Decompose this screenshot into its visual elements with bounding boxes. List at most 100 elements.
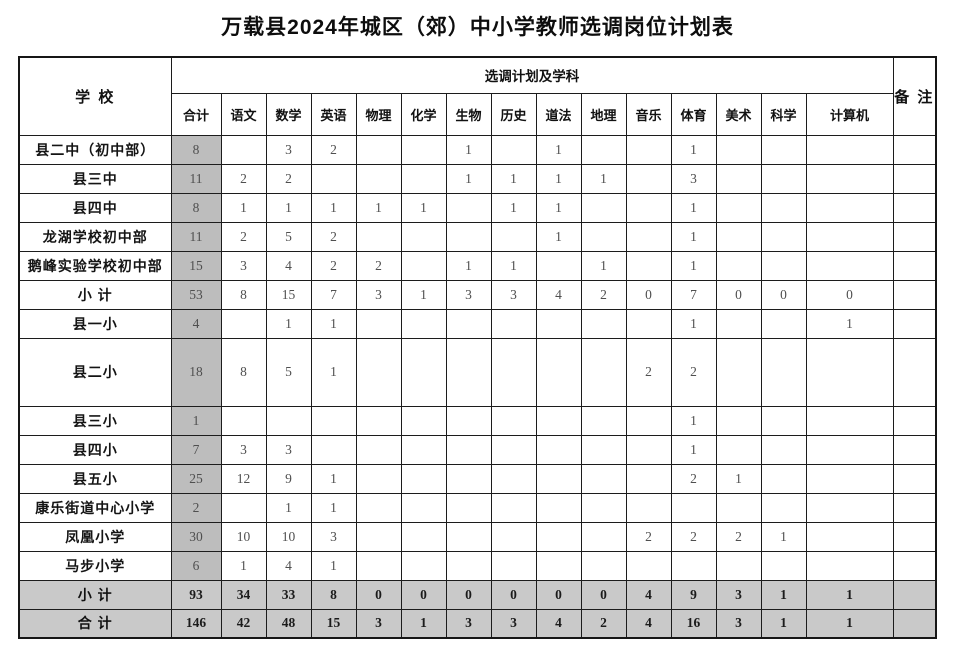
subject-count-cell (355, 163, 402, 194)
table-row: 县四小 7 3 3 1 (18, 434, 937, 465)
table-row: 县一小 4 1 1 1 1 (18, 308, 937, 339)
subject-count-cell (805, 221, 894, 252)
col-header-subject: 物理 (355, 92, 402, 136)
subject-count-cell: 15 (310, 608, 357, 639)
total-count-cell: 93 (170, 579, 222, 610)
subject-count-cell: 0 (490, 579, 537, 610)
remark-cell (892, 521, 937, 552)
subject-count-cell (400, 550, 447, 581)
subject-count-cell (400, 163, 447, 194)
subject-count-cell (445, 492, 492, 523)
subject-count-cell: 1 (580, 250, 627, 281)
table-row: 龙湖学校初中部 11 2 5 2 1 1 (18, 221, 937, 252)
page-title: 万载县2024年城区（郊）中小学教师选调岗位计划表 (221, 16, 734, 39)
subject-count-cell (535, 308, 582, 339)
table-row: 合 计 146 42 48 15 3 1 3 3 4 2 4 16 3 1 1 (18, 608, 937, 639)
subject-count-cell (535, 550, 582, 581)
subject-count-cell (445, 192, 492, 223)
subject-count-cell (625, 550, 672, 581)
subject-count-cell (760, 134, 807, 165)
col-header-subject: 化学 (400, 92, 447, 136)
remark-cell (892, 405, 937, 436)
subject-count-cell (805, 192, 894, 223)
school-name-cell: 县二小 (18, 337, 172, 407)
subject-count-cell: 4 (535, 608, 582, 639)
subject-count-cell (355, 492, 402, 523)
subject-count-cell (715, 550, 762, 581)
school-name-cell: 凤凰小学 (18, 521, 172, 552)
subject-count-cell: 0 (805, 279, 894, 310)
subject-count-cell: 0 (400, 579, 447, 610)
subject-count-cell: 2 (355, 250, 402, 281)
subject-count-cell: 3 (445, 279, 492, 310)
subject-count-cell (805, 492, 894, 523)
subject-count-cell (715, 405, 762, 436)
subject-count-cell (400, 492, 447, 523)
subject-count-cell: 1 (760, 579, 807, 610)
subject-count-cell: 1 (670, 308, 717, 339)
remark-cell (892, 550, 937, 581)
subject-count-cell (715, 192, 762, 223)
subject-count-cell (355, 134, 402, 165)
table-row: 县二中（初中部） 8 3 2 1 1 1 (18, 134, 937, 165)
subject-count-cell (805, 550, 894, 581)
subject-count-cell: 3 (490, 608, 537, 639)
remark-cell (892, 192, 937, 223)
subject-count-cell: 1 (400, 192, 447, 223)
total-count-cell: 30 (170, 521, 222, 552)
subject-count-cell: 5 (265, 221, 312, 252)
remark-cell (892, 579, 937, 610)
subject-count-cell (625, 405, 672, 436)
total-count-cell: 18 (170, 337, 222, 407)
subject-count-cell (445, 463, 492, 494)
subject-count-cell (490, 550, 537, 581)
total-count-cell: 4 (170, 308, 222, 339)
subject-count-cell: 7 (670, 279, 717, 310)
subject-count-cell (355, 337, 402, 407)
subject-count-cell: 3 (265, 134, 312, 165)
subject-count-cell: 8 (220, 279, 267, 310)
subject-count-cell: 1 (805, 579, 894, 610)
subject-count-cell (760, 434, 807, 465)
subject-count-cell: 9 (265, 463, 312, 494)
subject-count-cell (535, 521, 582, 552)
table-row: 小 计 53 8 15 7 3 1 3 3 4 2 0 7 0 0 0 (18, 279, 937, 310)
subject-count-cell (490, 337, 537, 407)
subject-count-cell (310, 434, 357, 465)
subject-count-cell (625, 308, 672, 339)
col-header-subject: 英语 (310, 92, 357, 136)
school-name-cell: 县四中 (18, 192, 172, 223)
col-header-subject: 历史 (490, 92, 537, 136)
subject-count-cell (355, 405, 402, 436)
total-count-cell: 1 (170, 405, 222, 436)
subject-count-cell (625, 492, 672, 523)
subject-count-cell (355, 221, 402, 252)
subject-count-cell: 1 (805, 608, 894, 639)
table-row: 凤凰小学 30 10 10 3 2 2 2 1 (18, 521, 937, 552)
col-header-subject: 语文 (220, 92, 267, 136)
subject-count-cell: 4 (625, 579, 672, 610)
subject-count-cell (580, 405, 627, 436)
school-name-cell: 龙湖学校初中部 (18, 221, 172, 252)
subject-count-cell (355, 521, 402, 552)
subject-count-cell: 0 (760, 279, 807, 310)
subject-count-cell (535, 434, 582, 465)
subject-count-cell (400, 405, 447, 436)
subject-count-cell: 3 (265, 434, 312, 465)
school-name-cell: 县三中 (18, 163, 172, 194)
subject-count-cell: 1 (445, 134, 492, 165)
subject-count-cell: 2 (715, 521, 762, 552)
subject-count-cell: 1 (670, 221, 717, 252)
subject-count-cell: 1 (310, 492, 357, 523)
subject-count-cell: 34 (220, 579, 267, 610)
subject-count-cell: 2 (670, 463, 717, 494)
school-name-cell: 县三小 (18, 405, 172, 436)
header-row-subjects: 合计 语文 数学 英语 物理 化学 生物 历史 道法 地理 音乐 体育 美术 科学 计算机 (19, 92, 936, 136)
subject-count-cell (445, 308, 492, 339)
total-count-cell: 11 (170, 221, 222, 252)
teacher-selection-plan-table: 学 校 选调计划及学科 备 注 合计 语文 数学 英语 物理 化学 生物 历史 道法 地理 音乐 体育… (18, 56, 937, 639)
subject-count-cell: 2 (220, 221, 267, 252)
subject-count-cell (445, 521, 492, 552)
subject-count-cell (760, 192, 807, 223)
subject-count-cell: 10 (265, 521, 312, 552)
